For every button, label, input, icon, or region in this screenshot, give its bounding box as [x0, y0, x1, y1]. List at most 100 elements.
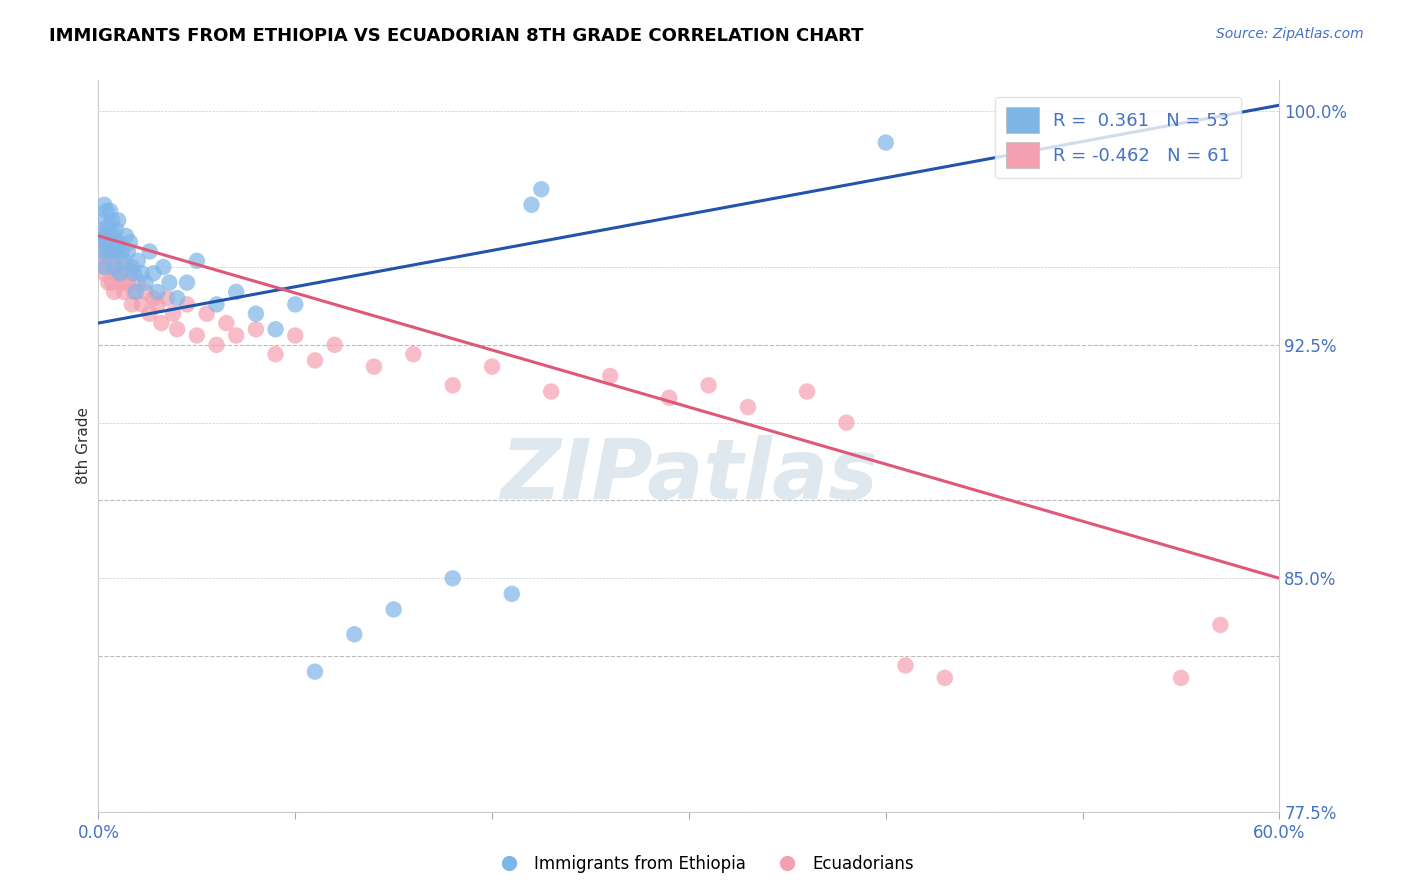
Point	[112, 285, 135, 299]
Point	[343, 627, 366, 641]
Point	[152, 260, 174, 274]
Point	[111, 276, 134, 290]
Point	[284, 297, 307, 311]
Point	[205, 297, 228, 311]
Point	[112, 253, 135, 268]
Point	[225, 285, 247, 299]
Y-axis label: 8th Grade: 8th Grade	[76, 408, 91, 484]
Point	[894, 658, 917, 673]
Point	[97, 276, 120, 290]
Point	[382, 602, 405, 616]
Point	[540, 384, 562, 399]
Point	[122, 285, 145, 299]
Point	[481, 359, 503, 374]
Point	[93, 266, 115, 280]
Point	[1170, 671, 1192, 685]
Point	[127, 253, 149, 268]
Point	[875, 136, 897, 150]
Point	[142, 266, 165, 280]
Point	[304, 665, 326, 679]
Point	[737, 400, 759, 414]
Point	[245, 322, 267, 336]
Point	[97, 244, 120, 259]
Point	[127, 276, 149, 290]
Point	[599, 368, 621, 383]
Point	[101, 213, 124, 227]
Point	[89, 244, 111, 259]
Point	[107, 213, 129, 227]
Point	[98, 228, 121, 243]
Point	[105, 222, 128, 236]
Point	[93, 260, 115, 274]
Point	[91, 222, 114, 236]
Point	[323, 338, 346, 352]
Point	[121, 260, 143, 274]
Point	[121, 297, 143, 311]
Point	[107, 235, 129, 249]
Text: ZIPatlas: ZIPatlas	[501, 434, 877, 516]
Point	[93, 198, 115, 212]
Point	[101, 244, 124, 259]
Legend: R =  0.361   N = 53, R = -0.462   N = 61: R = 0.361 N = 53, R = -0.462 N = 61	[995, 96, 1241, 178]
Point	[501, 587, 523, 601]
Point	[93, 235, 115, 249]
Point	[117, 276, 139, 290]
Point	[245, 307, 267, 321]
Point	[98, 260, 121, 274]
Point	[157, 276, 180, 290]
Point	[135, 276, 157, 290]
Point	[98, 235, 121, 249]
Point	[98, 204, 121, 219]
Point	[215, 316, 238, 330]
Point	[142, 291, 165, 305]
Point	[264, 347, 287, 361]
Point	[205, 338, 228, 352]
Point	[103, 253, 125, 268]
Point	[441, 571, 464, 585]
Point	[1209, 618, 1232, 632]
Point	[934, 671, 956, 685]
Point	[796, 384, 818, 399]
Point	[115, 260, 138, 274]
Point	[402, 347, 425, 361]
Point	[103, 228, 125, 243]
Point	[108, 266, 131, 280]
Point	[146, 297, 169, 311]
Point	[91, 213, 114, 227]
Point	[118, 235, 141, 249]
Point	[117, 244, 139, 259]
Point	[195, 307, 218, 321]
Point	[264, 322, 287, 336]
Point	[363, 359, 385, 374]
Point	[146, 285, 169, 299]
Point	[131, 297, 153, 311]
Text: IMMIGRANTS FROM ETHIOPIA VS ECUADORIAN 8TH GRADE CORRELATION CHART: IMMIGRANTS FROM ETHIOPIA VS ECUADORIAN 8…	[49, 27, 863, 45]
Point	[105, 244, 128, 259]
Point	[225, 328, 247, 343]
Point	[91, 253, 114, 268]
Point	[107, 244, 129, 259]
Point	[186, 328, 208, 343]
Point	[122, 266, 145, 280]
Point	[105, 266, 128, 280]
Point	[166, 322, 188, 336]
Point	[101, 244, 124, 259]
Text: Source: ZipAtlas.com: Source: ZipAtlas.com	[1216, 27, 1364, 41]
Point	[162, 307, 184, 321]
Point	[96, 228, 118, 243]
Point	[186, 253, 208, 268]
Point	[96, 260, 118, 274]
Point	[284, 328, 307, 343]
Point	[166, 291, 188, 305]
Point	[96, 204, 118, 219]
Point	[138, 244, 160, 259]
Point	[441, 378, 464, 392]
Point	[135, 285, 157, 299]
Point	[111, 244, 134, 259]
Point	[89, 228, 111, 243]
Point	[156, 291, 179, 305]
Point	[91, 244, 114, 259]
Point	[101, 276, 124, 290]
Point	[304, 353, 326, 368]
Point	[658, 391, 681, 405]
